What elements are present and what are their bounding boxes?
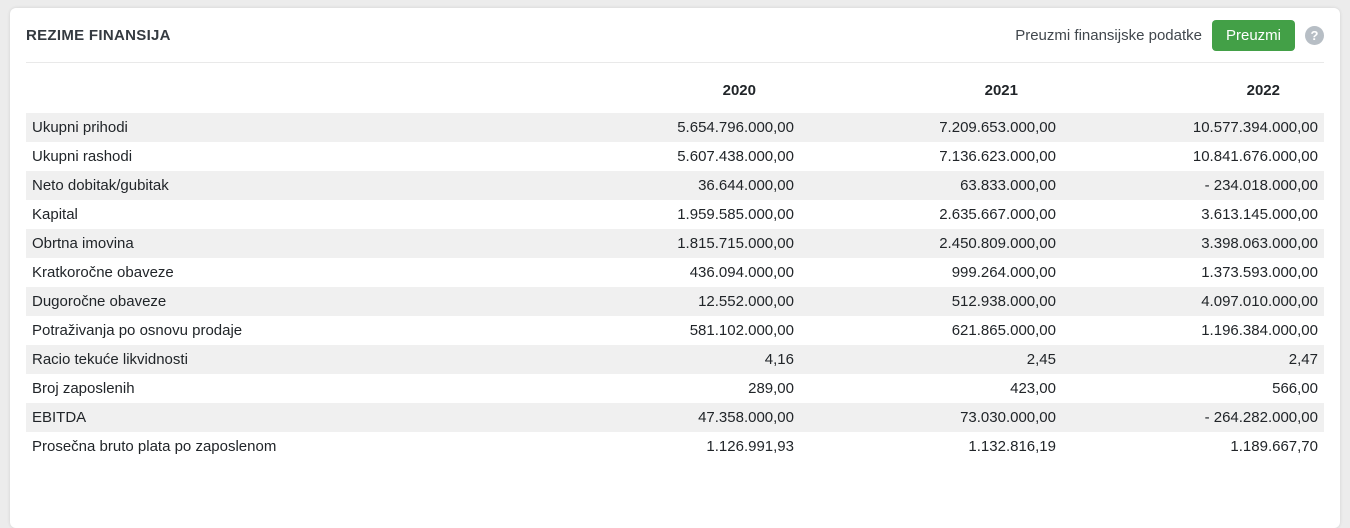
page-title: REZIME FINANSIJA	[26, 26, 171, 44]
table-row: Potraživanja po osnovu prodaje 581.102.0…	[26, 316, 1324, 345]
value-2021: 2.450.809.000,00	[939, 235, 1056, 252]
row-label: Racio tekuće likvidnosti	[32, 351, 188, 368]
row-label: Broj zaposlenih	[32, 380, 135, 397]
row-label: Dugoročne obaveze	[32, 293, 167, 310]
value-2022: - 234.018.000,00	[1204, 177, 1318, 194]
value-2020: 436.094.000,00	[689, 264, 794, 281]
value-2021: 2.635.667.000,00	[939, 206, 1056, 223]
value-2022: 3.613.145.000,00	[1201, 206, 1318, 223]
value-2021: 999.264.000,00	[951, 264, 1056, 281]
table-header-row: 2020 2021 2022	[26, 63, 1324, 113]
value-2020: 5.607.438.000,00	[677, 148, 794, 165]
year-header-2020: 2020	[722, 82, 756, 99]
row-label: EBITDA	[32, 409, 87, 426]
year-header-2022: 2022	[1246, 82, 1280, 99]
metric-column-header	[26, 63, 538, 113]
table-row: Kratkoročne obaveze 436.094.000,00 999.2…	[26, 258, 1324, 287]
row-label: Ukupni prihodi	[32, 119, 128, 136]
value-2022: 3.398.063.000,00	[1201, 235, 1318, 252]
table-row: Neto dobitak/gubitak 36.644.000,00 63.83…	[26, 171, 1324, 200]
value-2021: 512.938.000,00	[951, 293, 1056, 310]
year-header-2021: 2021	[984, 82, 1018, 99]
value-2020: 12.552.000,00	[698, 293, 794, 310]
value-2021: 63.833.000,00	[960, 177, 1056, 194]
value-2020: 47.358.000,00	[698, 409, 794, 426]
value-2020: 4,16	[764, 351, 794, 368]
table-row: Prosečna bruto plata po zaposlenom 1.126…	[26, 432, 1324, 461]
header-actions: Preuzmi finansijske podatke Preuzmi ?	[1015, 19, 1324, 51]
row-label: Ukupni rashodi	[32, 148, 133, 165]
value-2020: 5.654.796.000,00	[677, 119, 794, 136]
download-button[interactable]: Preuzmi	[1211, 19, 1295, 51]
row-label: Prosečna bruto plata po zaposlenom	[32, 438, 277, 455]
table-row: Dugoročne obaveze 12.552.000,00 512.938.…	[26, 287, 1324, 316]
value-2022: 1.189.667,70	[1230, 438, 1318, 455]
value-2021: 621.865.000,00	[951, 322, 1056, 339]
header-divider	[26, 62, 1324, 63]
finance-summary-card: REZIME FINANSIJA Preuzmi finansijske pod…	[10, 8, 1340, 528]
value-2022: 566,00	[1272, 380, 1318, 397]
finance-table: 2020 2021 2022 Ukupni prihodi 5.654.796.…	[26, 63, 1324, 461]
value-2021: 7.209.653.000,00	[939, 119, 1056, 136]
value-2021: 73.030.000,00	[960, 409, 1056, 426]
table-row: Ukupni rashodi 5.607.438.000,00 7.136.62…	[26, 142, 1324, 171]
value-2022: 1.373.593.000,00	[1201, 264, 1318, 281]
card-header: REZIME FINANSIJA Preuzmi finansijske pod…	[26, 8, 1324, 62]
row-label: Kapital	[32, 206, 78, 223]
value-2020: 581.102.000,00	[689, 322, 794, 339]
table-row: Obrtna imovina 1.815.715.000,00 2.450.80…	[26, 229, 1324, 258]
download-label: Preuzmi finansijske podatke	[1015, 26, 1202, 44]
value-2022: 10.577.394.000,00	[1192, 119, 1318, 136]
table-row: Ukupni prihodi 5.654.796.000,00 7.209.65…	[26, 113, 1324, 142]
row-label: Neto dobitak/gubitak	[32, 177, 169, 194]
table-row: Kapital 1.959.585.000,00 2.635.667.000,0…	[26, 200, 1324, 229]
value-2022: 2,47	[1288, 351, 1318, 368]
value-2020: 289,00	[748, 380, 794, 397]
table-row: EBITDA 47.358.000,00 73.030.000,00 - 264…	[26, 403, 1324, 432]
row-label: Obrtna imovina	[32, 235, 134, 252]
value-2021: 423,00	[1010, 380, 1056, 397]
row-label: Potraživanja po osnovu prodaje	[32, 322, 243, 339]
table-row: Broj zaposlenih 289,00 423,00 566,00	[26, 374, 1324, 403]
value-2020: 1.126.991,93	[706, 438, 794, 455]
value-2021: 2,45	[1026, 351, 1056, 368]
value-2022: - 264.282.000,00	[1204, 409, 1318, 426]
row-label: Kratkoročne obaveze	[32, 264, 174, 281]
help-icon[interactable]: ?	[1305, 25, 1324, 45]
value-2020: 1.815.715.000,00	[677, 235, 794, 252]
value-2020: 36.644.000,00	[698, 177, 794, 194]
value-2022: 1.196.384.000,00	[1201, 322, 1318, 339]
value-2020: 1.959.585.000,00	[677, 206, 794, 223]
value-2022: 4.097.010.000,00	[1201, 293, 1318, 310]
value-2021: 1.132.816,19	[968, 438, 1056, 455]
table-row: Racio tekuće likvidnosti 4,16 2,45 2,47	[26, 345, 1324, 374]
value-2021: 7.136.623.000,00	[939, 148, 1056, 165]
value-2022: 10.841.676.000,00	[1192, 148, 1318, 165]
